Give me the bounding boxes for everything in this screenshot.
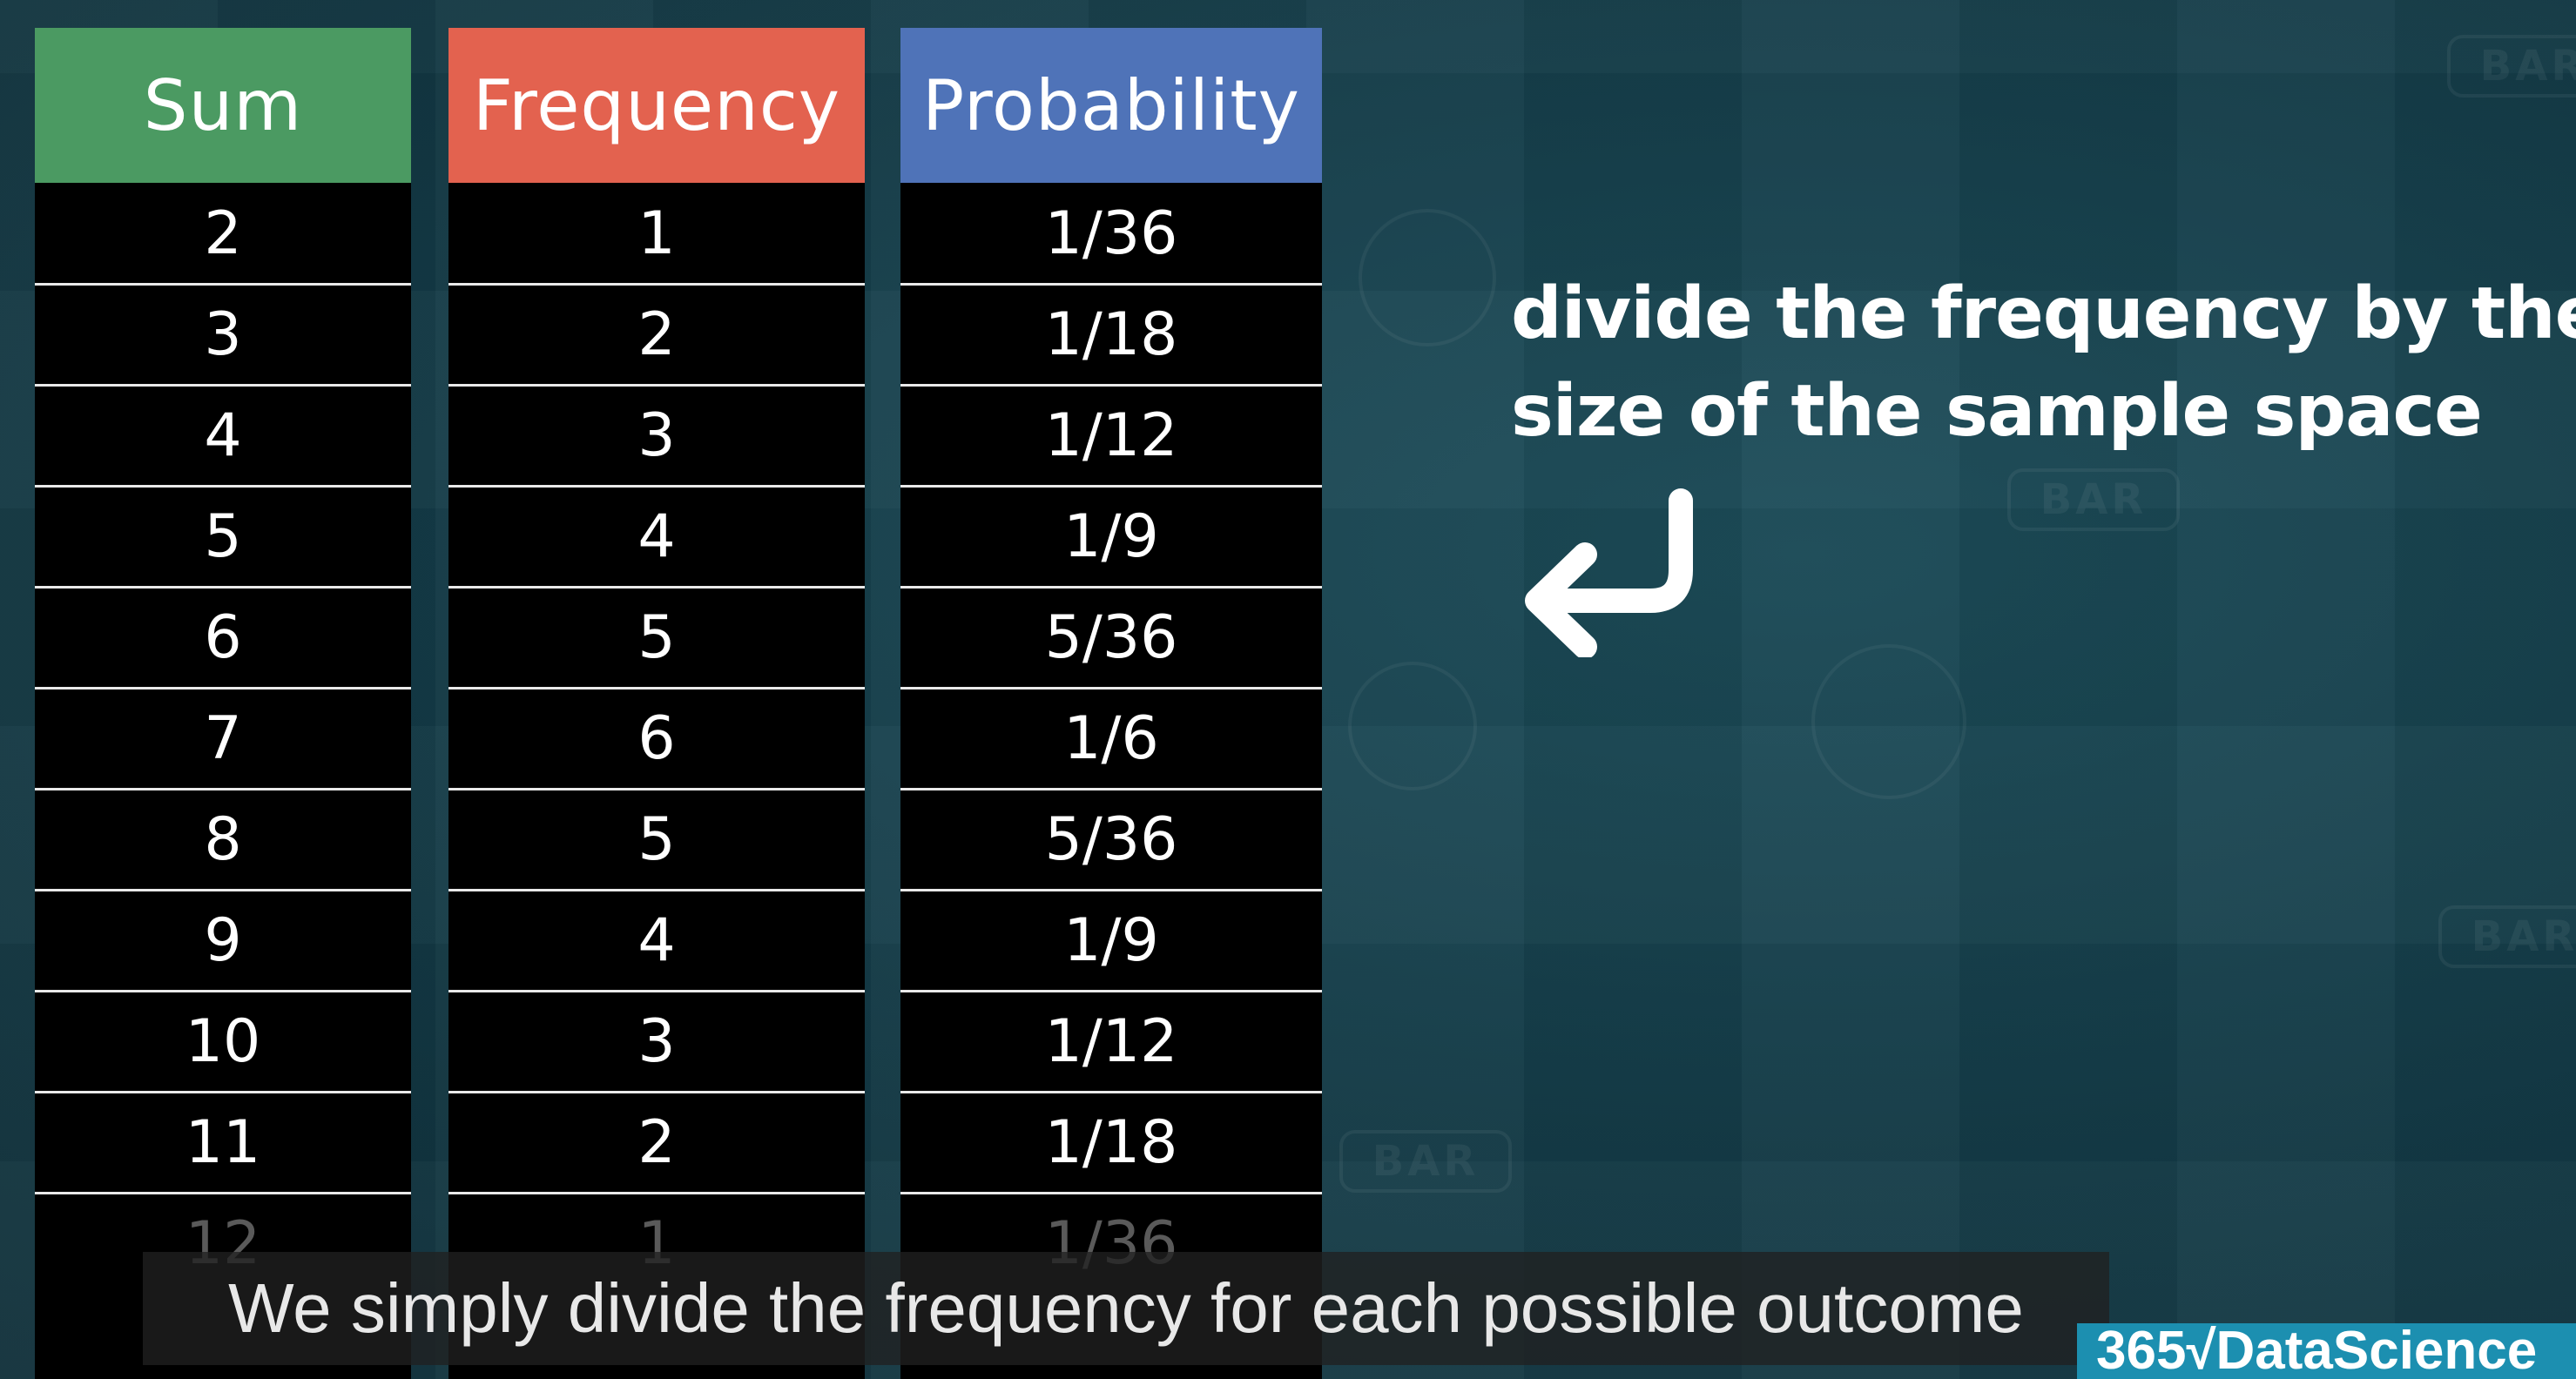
bar-badge-decoration: BAR <box>2007 468 2180 531</box>
probability-header: Probability <box>900 28 1322 183</box>
probability-column: Probability 1/36 1/18 1/12 1/9 5/36 1/6 … <box>900 28 1322 1379</box>
sum-cell: 7 <box>35 690 411 790</box>
return-arrow-icon <box>1525 488 1693 657</box>
probability-cell: 5/36 <box>900 589 1322 690</box>
frequency-cell: 2 <box>448 286 865 387</box>
circle-decoration <box>1348 662 1477 790</box>
probability-cell: 1/9 <box>900 488 1322 589</box>
frequency-cell: 1 <box>448 185 865 286</box>
probability-cell: 1/9 <box>900 891 1322 992</box>
sum-cell: 5 <box>35 488 411 589</box>
frequency-cell: 5 <box>448 589 865 690</box>
bar-badge-decoration: BAR <box>1339 1130 1512 1193</box>
circle-decoration <box>1359 209 1496 346</box>
instruction-note: divide the frequency by the size of the … <box>1511 266 2576 461</box>
frequency-cell: 4 <box>448 891 865 992</box>
probability-cell: 1/18 <box>900 286 1322 387</box>
circle-decoration <box>1811 644 1966 799</box>
probability-cell: 1/12 <box>900 387 1322 488</box>
frequency-cell: 6 <box>448 690 865 790</box>
frequency-cell: 2 <box>448 1093 865 1194</box>
frequency-cell: 5 <box>448 790 865 891</box>
sum-cell: 10 <box>35 992 411 1093</box>
sum-header: Sum <box>35 28 411 183</box>
sum-cell: 2 <box>35 185 411 286</box>
sum-cell: 6 <box>35 589 411 690</box>
probability-cell: 5/36 <box>900 790 1322 891</box>
sum-cell: 11 <box>35 1093 411 1194</box>
bar-badge-decoration: BAR <box>2447 35 2576 98</box>
frequency-cell: 3 <box>448 992 865 1093</box>
brand-logo: 365√DataScience <box>2077 1323 2576 1379</box>
sum-cell: 9 <box>35 891 411 992</box>
subtitle-caption: We simply divide the frequency for each … <box>143 1252 2109 1365</box>
instruction-line-1: divide the frequency by the <box>1511 272 2576 355</box>
probability-cell: 1/18 <box>900 1093 1322 1194</box>
sum-cell: 4 <box>35 387 411 488</box>
probability-cell: 1/12 <box>900 992 1322 1093</box>
probability-cell: 1/6 <box>900 690 1322 790</box>
frequency-cell: 4 <box>448 488 865 589</box>
frequency-cell: 3 <box>448 387 865 488</box>
probability-cell: 1/36 <box>900 185 1322 286</box>
sum-cell: 8 <box>35 790 411 891</box>
instruction-line-2: size of the sample space <box>1511 370 2483 453</box>
bar-badge-decoration: BAR <box>2438 905 2576 968</box>
sum-cell: 3 <box>35 286 411 387</box>
frequency-column: Frequency 1 2 3 4 5 6 5 4 3 2 1 <box>448 28 865 1379</box>
frequency-header: Frequency <box>448 28 865 183</box>
sum-column: Sum 2 3 4 5 6 7 8 9 10 11 12 <box>35 28 411 1379</box>
